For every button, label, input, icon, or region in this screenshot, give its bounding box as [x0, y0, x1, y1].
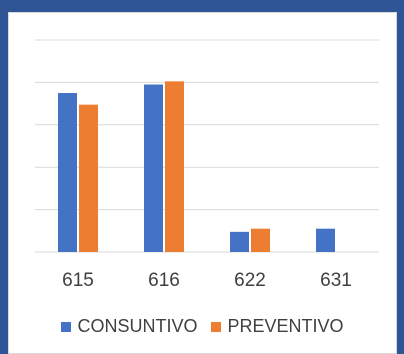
bar-consuntivo-616 — [144, 84, 163, 253]
legend-label-preventivo: PREVENTIVO — [227, 316, 344, 336]
bar-consuntivo-622 — [230, 231, 249, 252]
legend-item-preventivo: PREVENTIVO — [211, 316, 344, 337]
bar-preventivo-616 — [165, 81, 184, 252]
chart-frame: 615 616 622 631 CONSUNTIVO PREVENTIVO — [8, 12, 397, 354]
chart-plot: 615 616 622 631 — [35, 39, 379, 291]
bar-consuntivo-631 — [316, 228, 335, 252]
bar-consuntivo-615 — [58, 93, 77, 252]
legend-label-consuntivo: CONSUNTIVO — [77, 316, 198, 336]
legend: CONSUNTIVO PREVENTIVO — [8, 316, 397, 337]
bar-preventivo-615 — [79, 104, 98, 252]
legend-swatch-preventivo — [211, 321, 222, 332]
x-tick-label-615: 615 — [62, 270, 94, 291]
x-tick-label-622: 622 — [234, 270, 266, 291]
bar-preventivo-622 — [251, 228, 270, 252]
legend-swatch-consuntivo — [61, 321, 72, 332]
x-tick-label-631: 631 — [320, 270, 352, 291]
legend-item-consuntivo: CONSUNTIVO — [61, 316, 197, 337]
x-tick-label-616: 616 — [148, 270, 180, 291]
